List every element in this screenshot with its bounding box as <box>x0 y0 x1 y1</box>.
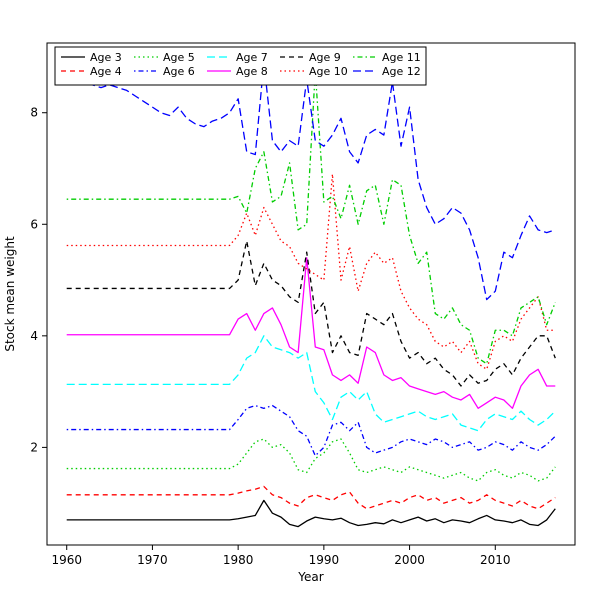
legend-label: Age 12 <box>382 65 421 78</box>
series-line-age-12 <box>66 61 556 301</box>
series-line-age-8 <box>66 257 556 409</box>
legend-label: Age 7 <box>236 51 268 64</box>
series-line-age-3 <box>66 499 556 528</box>
x-axis-title: Year <box>297 570 323 584</box>
legend-label: Age 3 <box>90 51 122 64</box>
legend-label: Age 10 <box>309 65 348 78</box>
legend-entry-age-10: Age 10 <box>280 65 348 78</box>
x-tick-label: 1960 <box>51 553 82 567</box>
x-tick-label: 2010 <box>480 553 511 567</box>
series-line-age-5 <box>66 438 556 482</box>
series-line-age-7 <box>66 335 556 432</box>
series-line-age-11 <box>66 70 556 365</box>
series-line-age-9 <box>66 240 556 387</box>
x-tick-label: 1990 <box>309 553 340 567</box>
legend-label: Age 9 <box>309 51 341 64</box>
legend-label: Age 5 <box>163 51 195 64</box>
legend-entry-age-8: Age 8 <box>207 65 268 78</box>
legend-entry-age-7: Age 7 <box>207 51 268 64</box>
x-tick-label: 1970 <box>137 553 168 567</box>
x-tick-label: 2000 <box>394 553 425 567</box>
series-line-age-4 <box>66 485 556 510</box>
legend-entry-age-6: Age 6 <box>134 65 195 78</box>
series-line-age-6 <box>66 404 556 457</box>
x-tick-label: 1980 <box>223 553 254 567</box>
y-tick-label: 8 <box>30 106 38 120</box>
legend-label: Age 4 <box>90 65 122 78</box>
series-line-age-10 <box>66 173 556 370</box>
legend-label: Age 11 <box>382 51 421 64</box>
legend-entry-age-5: Age 5 <box>134 51 195 64</box>
y-tick-label: 6 <box>30 217 38 231</box>
legend-entry-age-9: Age 9 <box>280 51 341 64</box>
legend-entry-age-3: Age 3 <box>61 51 122 64</box>
y-axis-title: Stock mean weight <box>3 236 17 352</box>
y-tick-label: 4 <box>30 329 38 343</box>
legend-label: Age 6 <box>163 65 195 78</box>
legend-entry-age-12: Age 12 <box>353 65 421 78</box>
legend-label: Age 8 <box>236 65 268 78</box>
plot-border <box>46 42 576 546</box>
legend-box <box>54 46 427 86</box>
legend-entry-age-4: Age 4 <box>61 65 122 78</box>
legend-entry-age-11: Age 11 <box>353 51 421 64</box>
y-tick-label: 2 <box>30 440 38 454</box>
